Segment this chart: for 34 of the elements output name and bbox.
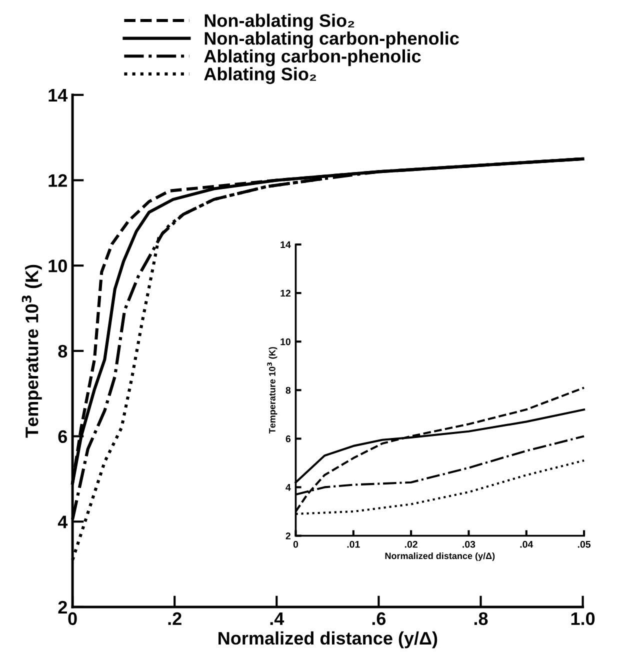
y-tick-label: 2	[58, 600, 67, 614]
y-tick-label: 2	[286, 532, 290, 540]
x-tick-label: .03	[462, 540, 476, 548]
x-tick-label: 0	[68, 612, 77, 626]
x-tick-label: .05	[578, 540, 591, 548]
y-tick-label: 10	[48, 260, 67, 272]
x-axis-title: Normalized distance (y/Δ)	[385, 552, 495, 561]
x-tick-label: 1.0	[571, 612, 595, 626]
y-tick-label: 12	[48, 174, 67, 187]
x-tick-label: .6	[372, 612, 386, 626]
x-tick-label: .4	[270, 612, 284, 625]
x-tick-label: 0	[293, 540, 298, 548]
y-tick-label: 14	[48, 89, 68, 102]
y-tick-label: 12	[280, 290, 290, 297]
y-tick-label: 14	[280, 241, 291, 248]
x-tick-label: .02	[404, 540, 418, 548]
y-tick-label: 8	[58, 344, 68, 358]
y-tick-label: 4	[58, 516, 68, 528]
legend-label: Non-ablating carbon-phenolic	[204, 32, 459, 48]
x-axis-title: Normalized distance (y/Δ)	[218, 631, 438, 648]
y-axis-title: Temperature 10$^{3}$ (K)	[267, 347, 278, 434]
x-tick-label: .2	[168, 612, 182, 625]
y-tick-label: 6	[286, 435, 291, 442]
x-tick-label: .01	[347, 540, 360, 548]
x-tick-label: .8	[474, 612, 488, 626]
y-axis-title: Temperature 10$^{3}$ (K)	[22, 264, 42, 438]
x-tick-label: .04	[520, 540, 534, 548]
y-tick-label: 10	[280, 338, 290, 346]
y-tick-label: 4	[286, 484, 291, 491]
legend-label: Ablating carbon-phenolic	[204, 49, 421, 66]
y-tick-label: 6	[58, 430, 68, 443]
legend-label: Non-ablating Sio₂	[204, 14, 354, 31]
legend-label: Ablating Sio₂	[204, 67, 316, 84]
y-tick-label: 8	[286, 386, 291, 394]
